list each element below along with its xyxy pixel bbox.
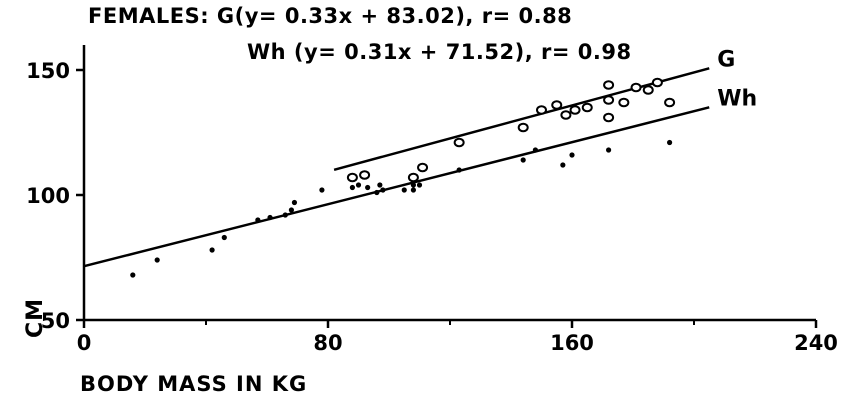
axis-labels: BODY MASS IN KG CM bbox=[23, 298, 307, 396]
point-g bbox=[551, 100, 563, 110]
point-g bbox=[453, 137, 465, 148]
axes: 0 80 160 240 50 100 150 bbox=[26, 45, 838, 355]
point-wh bbox=[560, 162, 566, 168]
point-g bbox=[642, 85, 654, 95]
point-g bbox=[651, 77, 663, 88]
point-wh bbox=[401, 187, 407, 193]
point-wh bbox=[380, 187, 386, 193]
point-wh bbox=[520, 157, 526, 163]
y-axis-label: CM bbox=[23, 298, 48, 338]
point-wh bbox=[288, 207, 294, 213]
x-tick-label: 0 bbox=[77, 331, 92, 355]
point-wh bbox=[355, 182, 362, 188]
point-wh bbox=[416, 182, 423, 188]
point-wh bbox=[569, 152, 575, 158]
point-wh bbox=[209, 247, 215, 253]
point-wh bbox=[154, 257, 160, 263]
y-tick-label: 150 bbox=[26, 59, 70, 83]
chart-title-line-1: FEMALES: G(y= 0.33x + 83.02), r= 0.88 bbox=[88, 4, 573, 28]
point-wh bbox=[130, 272, 136, 278]
point-g bbox=[417, 162, 429, 173]
point-wh bbox=[365, 184, 371, 191]
chart-title-line-2: Wh (y= 0.31x + 71.52), r= 0.98 bbox=[247, 40, 632, 64]
point-g bbox=[569, 105, 581, 115]
point-wh bbox=[255, 217, 261, 223]
point-g bbox=[618, 97, 630, 108]
x-axis-label: BODY MASS IN KG bbox=[80, 372, 307, 396]
point-wh bbox=[319, 187, 325, 193]
point-wh bbox=[221, 234, 227, 241]
fit-line-label-g: G bbox=[717, 47, 735, 72]
point-wh bbox=[282, 212, 288, 218]
point-wh bbox=[374, 189, 380, 196]
point-wh bbox=[667, 139, 673, 146]
point-g bbox=[664, 97, 676, 108]
fit-line-g bbox=[333, 67, 710, 172]
point-g bbox=[536, 105, 547, 115]
point-wh bbox=[410, 187, 416, 193]
point-g bbox=[630, 82, 642, 93]
point-g bbox=[407, 172, 419, 183]
point-wh bbox=[377, 182, 383, 188]
x-tick-label: 160 bbox=[550, 331, 594, 355]
point-wh bbox=[532, 147, 539, 153]
y-tick-label: 100 bbox=[26, 184, 70, 208]
point-g bbox=[581, 102, 593, 113]
point-g bbox=[517, 122, 529, 133]
point-g bbox=[560, 110, 572, 120]
point-wh bbox=[606, 147, 612, 153]
fit-lines: G Wh bbox=[83, 47, 757, 268]
fit-line-label-wh: Wh bbox=[717, 86, 757, 111]
fit-line-wh bbox=[83, 106, 710, 268]
point-g bbox=[603, 80, 615, 90]
y-tick-label: 50 bbox=[41, 309, 70, 333]
point-g bbox=[346, 172, 358, 183]
point-wh bbox=[267, 214, 273, 221]
point-g bbox=[603, 112, 615, 123]
data-points bbox=[130, 77, 676, 278]
point-wh bbox=[456, 167, 462, 173]
point-wh bbox=[410, 182, 416, 188]
point-g bbox=[359, 170, 371, 180]
point-wh bbox=[349, 184, 355, 191]
x-tick-label: 240 bbox=[794, 331, 838, 355]
point-wh bbox=[291, 199, 298, 206]
x-tick-label: 80 bbox=[313, 331, 342, 355]
point-g bbox=[603, 95, 615, 105]
